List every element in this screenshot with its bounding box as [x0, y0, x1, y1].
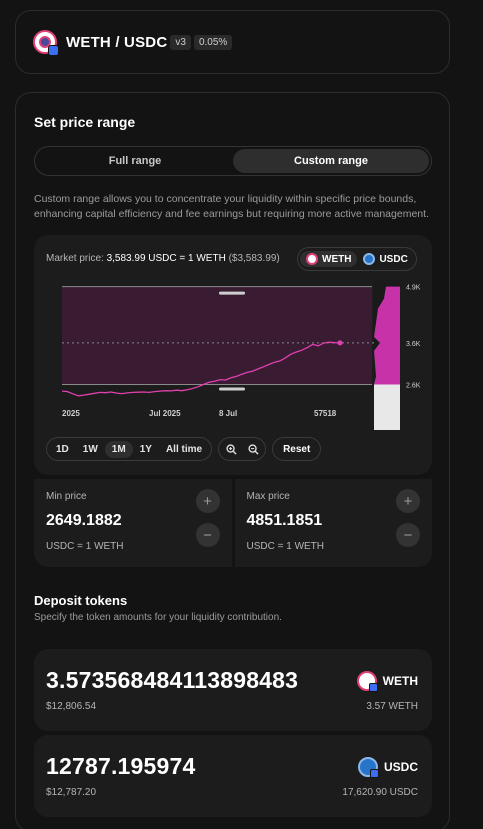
- range-description: Custom range allows you to concentrate y…: [34, 193, 429, 220]
- price-range-chart[interactable]: 4.9K 3.6K 2.6K 2025 Jul 2025 8 Jul 57518: [34, 280, 432, 430]
- usdc-token-label: USDC: [357, 757, 418, 778]
- reset-button[interactable]: Reset: [272, 437, 322, 461]
- fee-tier-badge: 0.05%: [193, 34, 233, 50]
- position-form: Set price range Full range Custom range …: [15, 92, 450, 829]
- minus-icon: −: [403, 526, 413, 544]
- y-tick-label: 2.6K: [406, 382, 421, 389]
- market-price-label: Market price:: [46, 253, 104, 264]
- weth-icon: [356, 671, 378, 692]
- deposit-title: Deposit tokens: [34, 593, 128, 608]
- price-inputs: Min price 2649.1882 USDC = 1 WETH + − Ma…: [34, 479, 432, 567]
- max-price-input[interactable]: 4851.1851: [246, 512, 323, 529]
- plus-icon: +: [203, 492, 212, 510]
- weth-token-logo-icon: [33, 30, 59, 56]
- time-range-1m[interactable]: 1M: [104, 440, 133, 458]
- chart-controls: 1D 1W 1M 1Y All time Reset: [46, 437, 322, 461]
- weth-amount-input[interactable]: 3.573568484113898483: [46, 667, 299, 693]
- pair-title: WETH / USDC: [66, 33, 168, 51]
- toggle-weth[interactable]: WETH: [300, 251, 358, 267]
- deposit-weth-box: 3.573568484113898483 $12,806.54 WETH 3.5…: [34, 649, 432, 731]
- section-title: Set price range: [34, 114, 136, 130]
- max-price-increment-button[interactable]: +: [396, 489, 420, 513]
- weth-balance: 3.57 WETH: [366, 701, 418, 712]
- zoom-out-icon[interactable]: [245, 441, 261, 457]
- min-price-handle[interactable]: [219, 387, 245, 391]
- base-token-toggle: WETH USDC: [297, 247, 417, 271]
- x-tick-label: 8 Jul: [219, 409, 237, 418]
- liquidity-distribution: [374, 286, 400, 385]
- price-series-line: [61, 341, 341, 397]
- time-range-1d[interactable]: 1D: [56, 443, 69, 455]
- current-price-dot: [337, 340, 343, 346]
- usdc-amount-input[interactable]: 12787.195974: [46, 753, 196, 779]
- max-price-label: Max price: [246, 491, 290, 502]
- plus-icon: +: [403, 492, 413, 510]
- market-price-value: 3,583.99 USDC = 1 WETH: [106, 253, 226, 264]
- max-price-unit: USDC = 1 WETH: [246, 541, 325, 552]
- time-range-1y[interactable]: 1Y: [139, 443, 152, 455]
- chain-badge-icon: [369, 769, 379, 778]
- min-price-decrement-button[interactable]: −: [195, 523, 220, 547]
- max-price-box: Max price 4851.1851 USDC = 1 WETH + −: [234, 479, 432, 567]
- min-price-box: Min price 2649.1882 USDC = 1 WETH + −: [34, 479, 232, 567]
- time-range-selector: 1D 1W 1M 1Y All time: [46, 437, 213, 461]
- min-price-unit: USDC = 1 WETH: [46, 541, 124, 552]
- weth-amount-usd: $12,806.54: [46, 701, 97, 712]
- max-price-handle[interactable]: [219, 291, 245, 295]
- chain-badge-icon: [48, 45, 59, 56]
- selected-range-band: [62, 286, 372, 385]
- weth-icon: [306, 253, 318, 265]
- tab-custom-range[interactable]: Custom range: [233, 149, 429, 173]
- range-mode-toggle: Full range Custom range: [34, 146, 432, 176]
- tab-full-range[interactable]: Full range: [108, 155, 162, 167]
- max-price-decrement-button[interactable]: −: [396, 523, 420, 547]
- min-price-input[interactable]: 2649.1882: [46, 512, 122, 529]
- zoom-in-icon[interactable]: [223, 441, 239, 457]
- y-tick-label: 4.9K: [406, 285, 421, 292]
- market-price: Market price: 3,583.99 USDC = 1 WETH ($3…: [46, 253, 280, 264]
- usdc-amount-usd: $12,787.20: [46, 787, 97, 798]
- y-tick-label: 3.6K: [406, 341, 421, 348]
- pair-header: WETH / USDC v3 0.05%: [15, 10, 450, 74]
- min-price-increment-button[interactable]: +: [195, 489, 220, 513]
- deposit-usdc-box: 12787.195974 $12,787.20 USDC 17,620.90 U…: [34, 735, 432, 817]
- weth-token-label: WETH: [356, 671, 418, 692]
- toggle-weth-label: WETH: [322, 253, 352, 265]
- x-tick-label: Jul 2025: [149, 409, 181, 418]
- chain-badge-icon: [368, 683, 378, 692]
- toggle-usdc-label: USDC: [379, 253, 408, 265]
- usdc-icon: [357, 757, 379, 778]
- price-chart-card: Market price: 3,583.99 USDC = 1 WETH ($3…: [34, 235, 432, 475]
- minus-icon: −: [203, 526, 212, 544]
- weth-symbol: WETH: [382, 674, 418, 688]
- version-badge: v3: [170, 34, 191, 50]
- liquidity-below-range: [374, 384, 400, 430]
- deposit-subtitle: Specify the token amounts for your liqui…: [34, 612, 282, 623]
- usdc-balance: 17,620.90 USDC: [342, 787, 418, 798]
- zoom-controls: [218, 437, 267, 461]
- toggle-usdc[interactable]: USDC: [357, 251, 413, 267]
- time-range-1w[interactable]: 1W: [82, 443, 98, 455]
- x-tick-label: 57518: [314, 409, 337, 418]
- market-price-usd: ($3,583.99): [228, 253, 280, 264]
- min-price-label: Min price: [46, 491, 87, 502]
- usdc-icon: [363, 253, 376, 265]
- x-tick-label: 2025: [62, 409, 80, 418]
- usdc-symbol: USDC: [383, 760, 418, 774]
- time-range-all[interactable]: All time: [165, 443, 203, 455]
